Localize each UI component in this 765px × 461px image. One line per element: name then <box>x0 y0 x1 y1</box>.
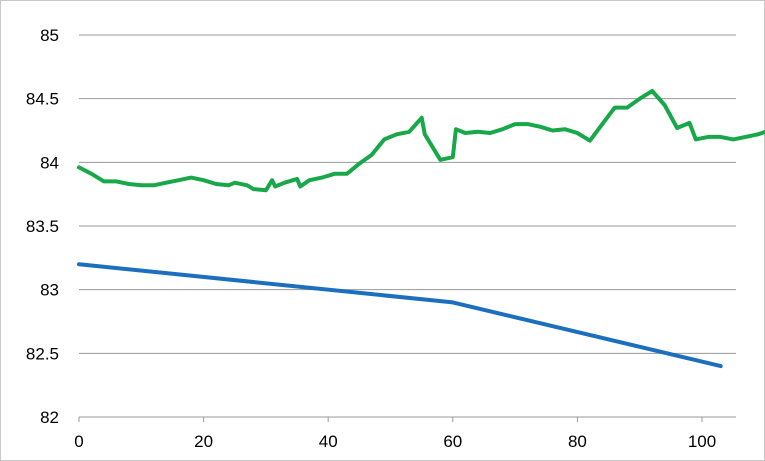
x-tick-label: 100 <box>688 432 716 451</box>
x-tick-label: 40 <box>319 432 338 451</box>
y-tick-label: 82 <box>40 408 59 427</box>
x-tick-label: 60 <box>443 432 462 451</box>
y-tick-label: 83 <box>40 281 59 300</box>
y-tick-label: 82.5 <box>26 344 59 363</box>
x-tick-label: 20 <box>194 432 213 451</box>
x-tick-label: 80 <box>568 432 587 451</box>
y-axis-tick-labels: 82 82.5 83 83.5 84 84.5 85 <box>26 26 59 427</box>
series-layer <box>77 89 765 369</box>
y-tick-label: 83.5 <box>26 217 59 236</box>
y-tick-label: 84 <box>40 153 59 172</box>
series-line-green <box>77 89 765 193</box>
x-tick-label: 0 <box>74 432 83 451</box>
series-line-blue <box>77 262 723 369</box>
x-axis-tick-labels: 0 20 40 60 80 100 <box>74 432 716 451</box>
x-axis-ticks <box>78 417 703 422</box>
y-tick-label: 84.5 <box>26 90 59 109</box>
gridlines <box>79 34 736 354</box>
y-tick-label: 85 <box>40 26 59 45</box>
